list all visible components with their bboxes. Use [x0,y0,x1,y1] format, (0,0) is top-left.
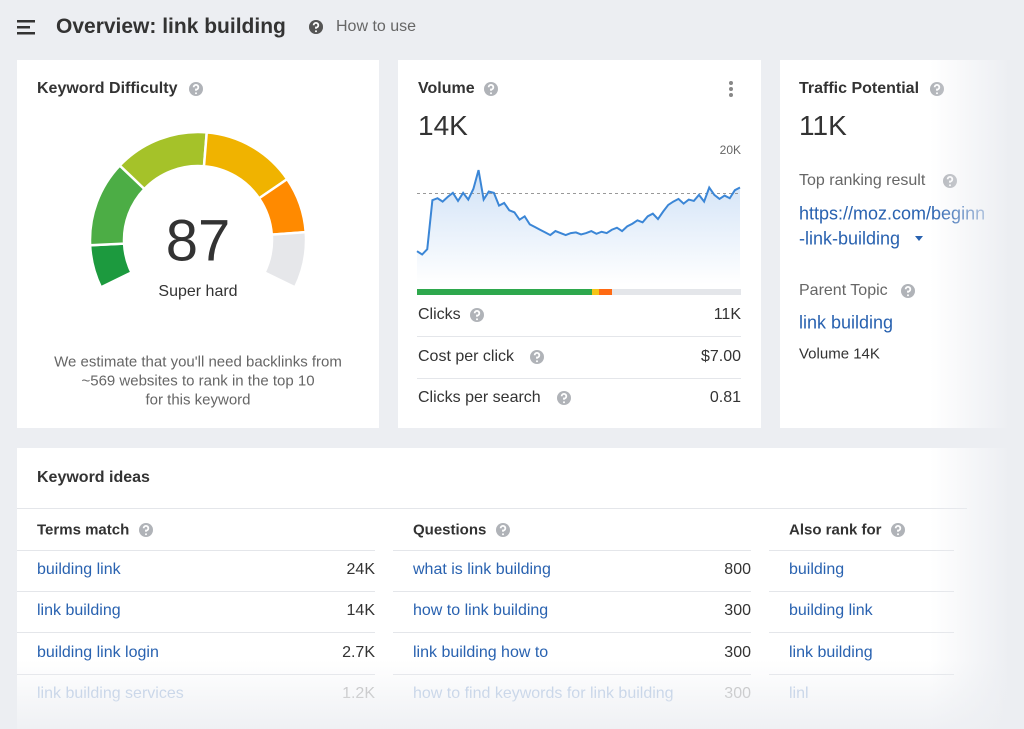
gauge-remainder [262,230,308,290]
keyword-link[interactable]: how to link building [413,602,549,619]
divider [417,378,741,379]
kd-score: 87 [165,208,231,274]
help-icon[interactable] [470,308,484,322]
traffic-value: 11K [799,110,847,141]
metric-label: Clicks [418,306,461,323]
divider [393,550,751,551]
help-icon[interactable] [496,523,510,537]
column-heading: Also rank for [789,521,882,539]
keyword-volume: 2.7K [342,644,375,661]
help-link[interactable]: How to use [336,18,417,35]
metric-label: Cost per click [418,348,515,365]
help-icon[interactable] [557,391,571,405]
column-heading: Questions [413,521,487,539]
clicks-bar [417,289,741,295]
keyword-volume: 14K [346,602,375,619]
fade [930,50,1024,729]
kd-note: We estimate that you'll need backlinks f… [54,353,342,371]
parent-volume: Volume 14K [799,345,880,363]
help-icon[interactable] [484,82,498,96]
divider [393,632,751,633]
keyword-link[interactable]: what is link building [413,561,551,578]
fade [0,660,1024,729]
divider [769,591,954,592]
divider [417,336,741,337]
keyword-volume: 300 [724,644,751,661]
card-title: Traffic Potential [799,80,920,97]
menu-icon[interactable] [17,20,35,35]
keyword-volume: 800 [724,561,751,578]
metric-value: 0.81 [709,389,741,406]
kd-label: Super hard [158,283,238,300]
keyword-link[interactable]: building link login [37,644,159,661]
divider [17,591,375,592]
volume-line [416,169,741,256]
volume-area [417,170,740,284]
help-icon[interactable] [139,523,153,537]
help-icon[interactable] [309,20,323,34]
metric-value: $7.00 [700,348,741,365]
kd-note: ~569 websites to rank in the top 10 [81,372,315,390]
label: Top ranking result [799,172,926,189]
metric-value: 11K [713,306,741,323]
kd-card [17,60,379,428]
keyword-link[interactable]: building link [37,561,121,578]
keyword-volume: 300 [724,602,751,619]
column-heading: Terms match [37,521,130,539]
url-link[interactable]: -link-building [799,228,901,249]
divider [769,632,954,633]
y-tick-label: 20K [719,143,741,157]
page-title: Overview: link building [56,15,286,38]
kd-note: for this keyword [145,391,251,409]
keyword-link[interactable]: link building how to [413,644,549,661]
dropdown-caret[interactable] [915,236,923,241]
help-icon[interactable] [189,82,203,96]
divider [393,591,751,592]
card-title: Volume [418,80,475,97]
divider [17,632,375,633]
help-icon[interactable] [530,350,544,364]
keyword-link[interactable]: building link [789,602,873,619]
help-icon[interactable] [901,284,915,298]
divider [17,508,967,509]
card-title: Keyword Difficulty [37,80,178,97]
keyword-volume: 24K [346,561,375,578]
keyword-link[interactable]: building [789,561,845,578]
keyword-link[interactable]: link building [789,644,873,661]
volume-value: 14K [418,110,468,141]
divider [17,550,375,551]
label: Parent Topic [799,282,888,299]
more-menu[interactable] [729,81,733,97]
keyword-link[interactable]: link building [37,602,121,619]
parent-topic-link[interactable]: link building [799,312,894,333]
card-title: Keyword ideas [37,469,150,486]
gauge-segment [88,242,134,290]
help-icon[interactable] [891,523,905,537]
metric-label: Clicks per search [418,389,541,406]
divider [769,550,954,551]
